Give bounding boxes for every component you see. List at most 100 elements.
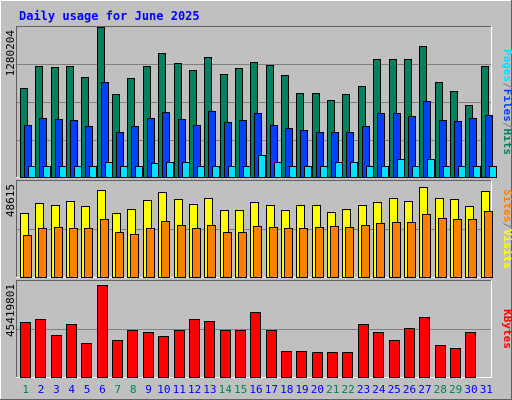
day-tick-label: 5 [84, 383, 91, 396]
day-tick-label: 2 [38, 383, 45, 396]
y-max-label: 1280204 [4, 30, 17, 77]
sites-bar-day-19 [299, 228, 308, 278]
kbytes-bar-day-3 [51, 335, 62, 378]
sites-bar-day-11 [177, 225, 186, 278]
kbytes-bar-day-18 [281, 351, 292, 378]
legend-entry: Sites [501, 189, 512, 222]
sites-bar-day-12 [192, 228, 201, 278]
day-tick-label: 7 [114, 383, 121, 396]
sites-bar-day-27 [422, 214, 431, 278]
kbytes-bar-day-1 [20, 322, 31, 378]
pages-bar-day-6 [105, 162, 113, 178]
pages-bar-day-7 [120, 166, 128, 178]
kbytes-bar-day-15 [235, 330, 246, 378]
pages-bar-day-29 [458, 166, 466, 178]
sites-bar-day-25 [392, 222, 401, 278]
sites-bar-day-18 [284, 228, 293, 278]
kbytes-bar-day-29 [450, 348, 461, 378]
day-axis: 1 2 3 4 5 6 7 8 9 10 11 12 13 14 15 16 17 18 19 20 21 22 23 24 2… [22, 383, 493, 396]
kbytes-bar-day-12 [189, 319, 200, 378]
pages-bar-day-14 [228, 166, 236, 178]
sites-bar-day-20 [315, 227, 324, 278]
pages-bar-day-13 [212, 166, 220, 178]
pages-bar-day-30 [473, 166, 481, 178]
kbytes-bar-day-13 [204, 321, 215, 378]
series-kbytes [20, 285, 476, 378]
sites-bar-day-31 [484, 211, 493, 278]
pages-bar-day-27 [427, 159, 435, 178]
legend-entry: Visits [501, 229, 512, 269]
kbytes-bar-day-5 [81, 343, 92, 378]
kbytes-bar-day-17 [266, 330, 277, 378]
day-tick-label: 1 [22, 383, 29, 396]
sites-bar-day-30 [468, 219, 477, 278]
pages-bar-day-31 [489, 166, 497, 178]
day-tick-label: 18 [280, 383, 293, 396]
kbytes-bar-day-8 [127, 330, 138, 378]
sites-bar-day-21 [330, 226, 339, 278]
sites-bar-day-1 [23, 235, 32, 278]
day-tick-label: 25 [388, 383, 401, 396]
pages-bar-day-25 [397, 159, 405, 178]
sites-bar-day-29 [453, 219, 462, 278]
sites-bar-day-23 [361, 225, 370, 278]
sites-bar-day-14 [223, 232, 232, 278]
day-tick-label: 14 [219, 383, 233, 396]
pages-bar-day-2 [43, 166, 51, 178]
pages-bar-day-12 [197, 166, 205, 178]
day-tick-label: 13 [203, 383, 216, 396]
pages-bar-day-17 [274, 162, 282, 178]
series-sites [23, 211, 493, 278]
y-max-label: 45419801 [4, 284, 17, 337]
pages-bar-day-18 [289, 166, 297, 178]
day-tick-label: 8 [130, 383, 137, 396]
kbytes-bar-day-23 [358, 324, 369, 378]
sites-bar-day-7 [115, 232, 124, 278]
pages-bar-day-21 [335, 162, 343, 178]
day-tick-label: 11 [173, 383, 186, 396]
pages-bar-day-3 [59, 166, 67, 178]
panel-legend: Pages/Files/Hits [501, 49, 512, 155]
panel-hits-files-pages: 1280204 Pages/Files/Hits [4, 26, 512, 178]
day-tick-label: 17 [265, 383, 278, 396]
pages-bar-day-10 [166, 162, 174, 178]
pages-bar-day-4 [74, 166, 82, 178]
sites-bar-day-16 [253, 226, 262, 278]
day-tick-label: 21 [326, 383, 339, 396]
legend-entry: / [501, 82, 512, 89]
kbytes-bar-day-28 [435, 345, 446, 378]
kbytes-bar-day-2 [35, 319, 46, 378]
kbytes-bar-day-25 [389, 340, 400, 378]
pages-bar-day-19 [304, 166, 312, 178]
sites-bar-day-15 [238, 232, 247, 278]
kbytes-bar-day-6 [97, 285, 108, 378]
kbytes-bar-day-20 [312, 352, 323, 378]
sites-bar-day-5 [84, 228, 93, 278]
day-tick-label: 29 [449, 383, 462, 396]
pages-bar-day-15 [243, 166, 251, 178]
legend-entry: Files [501, 89, 512, 122]
day-tick-label: 12 [188, 383, 201, 396]
day-tick-label: 20 [311, 383, 324, 396]
sites-bar-day-4 [69, 228, 78, 278]
kbytes-bar-day-24 [373, 332, 384, 378]
y-max-label: 48615 [4, 184, 17, 217]
panel-visits-sites: 48615 Sites/Visits [4, 180, 512, 278]
sites-bar-day-28 [438, 218, 447, 278]
day-tick-label: 23 [357, 383, 370, 396]
legend-entry: / [501, 222, 512, 229]
pages-bar-day-24 [381, 166, 389, 178]
day-tick-label: 3 [53, 383, 60, 396]
kbytes-bar-day-11 [174, 330, 185, 378]
kbytes-bar-day-9 [143, 332, 154, 378]
sites-bar-day-13 [207, 225, 216, 278]
legend-entry: KBytes [501, 309, 512, 349]
day-tick-label: 24 [372, 383, 386, 396]
day-tick-label: 26 [403, 383, 416, 396]
day-tick-label: 16 [249, 383, 262, 396]
legend-entry: Pages [501, 49, 512, 82]
day-tick-label: 10 [157, 383, 170, 396]
sites-bar-day-9 [146, 228, 155, 278]
legend-entry: / [501, 122, 512, 129]
sites-bar-day-26 [407, 222, 416, 278]
